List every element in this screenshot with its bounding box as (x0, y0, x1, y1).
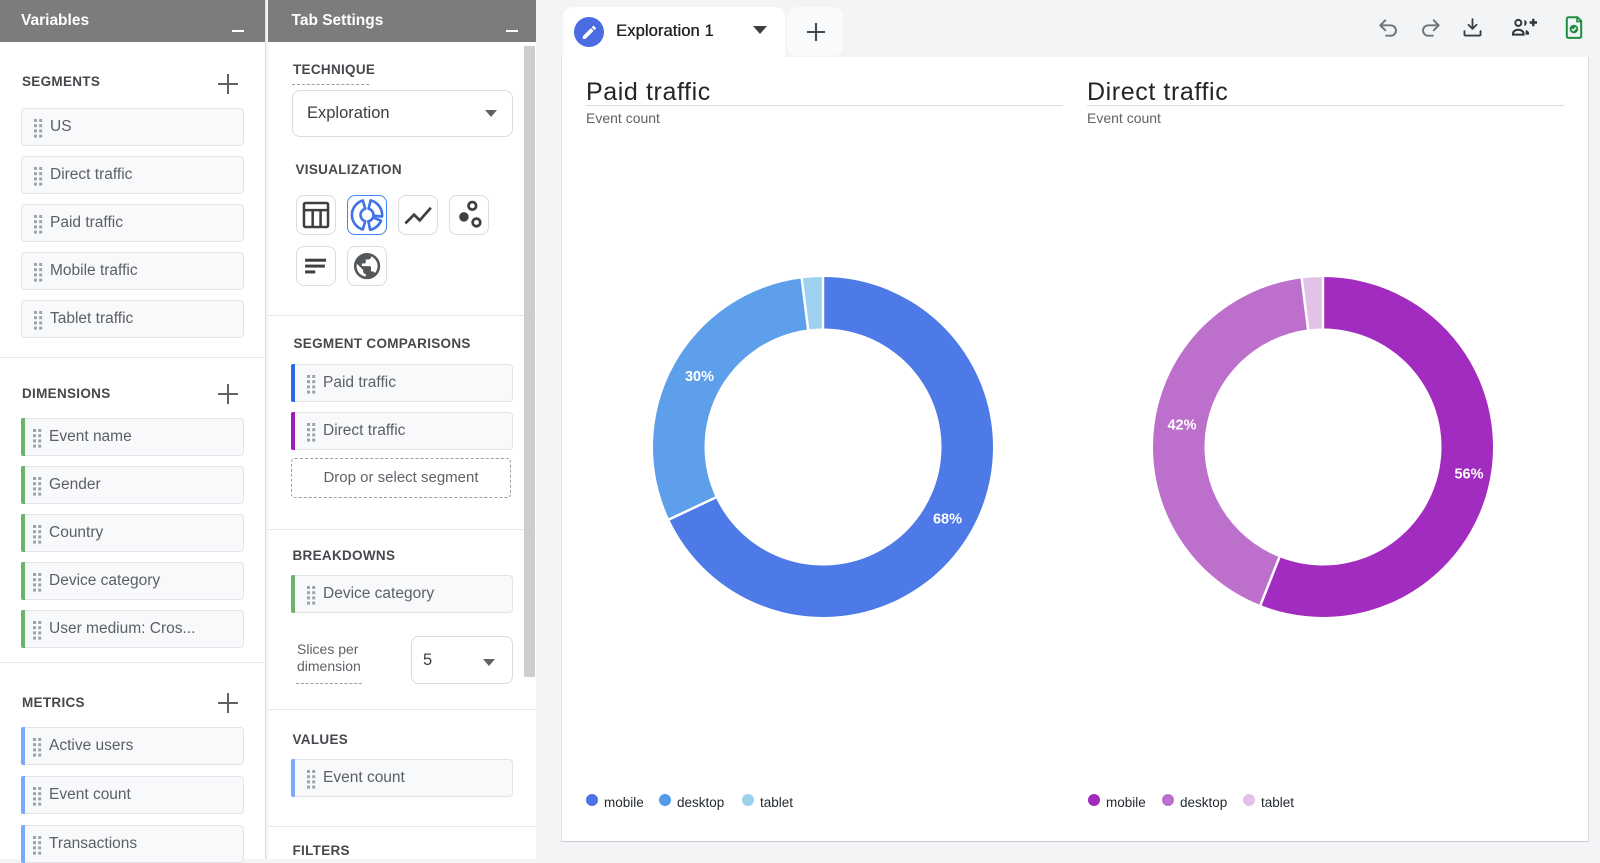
svg-text:42%: 42% (1167, 417, 1196, 433)
svg-text:30%: 30% (684, 369, 713, 385)
svg-text:56%: 56% (1454, 466, 1483, 482)
svg-text:68%: 68% (932, 511, 961, 527)
